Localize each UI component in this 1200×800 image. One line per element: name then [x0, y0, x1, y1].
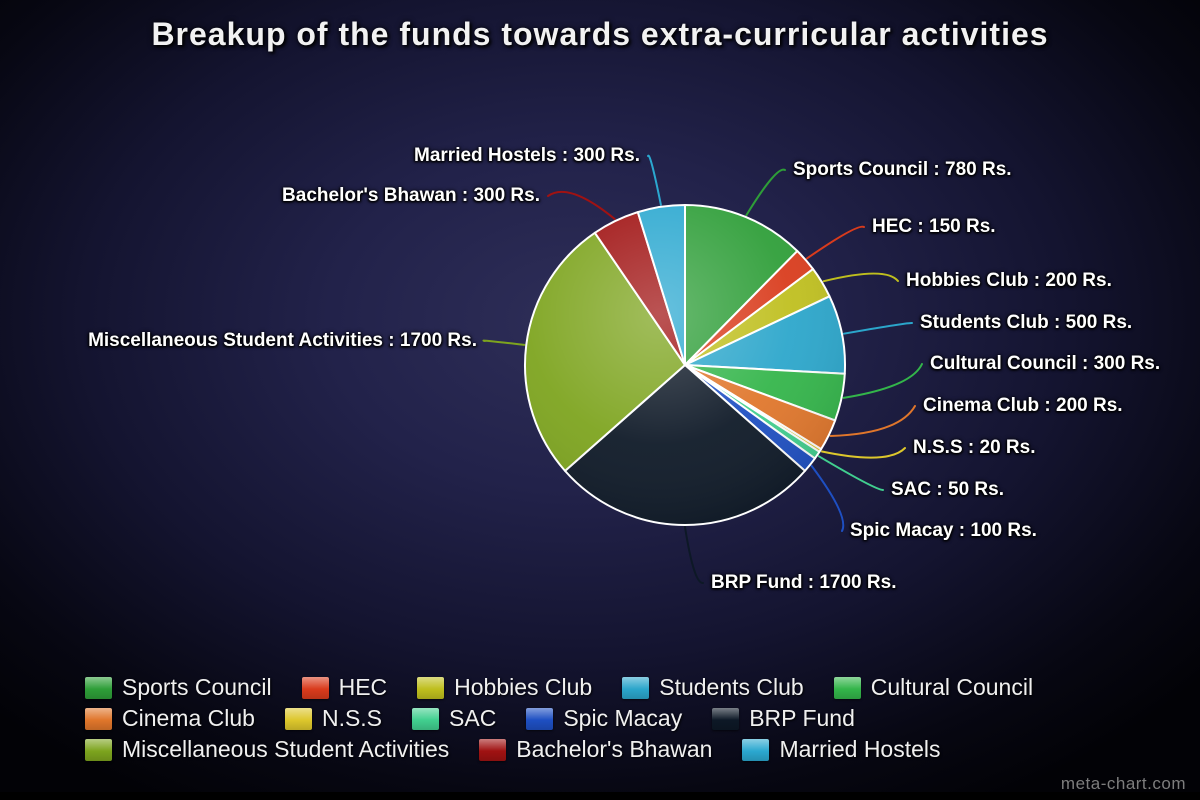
legend-swatch: [833, 676, 861, 699]
callout-leader-line: [842, 322, 913, 335]
legend-swatch: [417, 676, 445, 699]
legend-item-bachelor-s-bhawan: Bachelor's Bhawan: [479, 736, 712, 763]
callout-label-cinema-club: Cinema Club : 200 Rs.: [923, 395, 1123, 416]
callout-label-spic-macay: Spic Macay : 100 Rs.: [850, 520, 1037, 541]
legend-label: Miscellaneous Student Activities: [122, 736, 450, 762]
legend-swatch: [301, 676, 329, 699]
callout-label-n-s-s: N.S.S : 20 Rs.: [913, 437, 1036, 458]
callout-label-miscellaneous-student-activities: Miscellaneous Student Activities : 1700 …: [88, 330, 477, 351]
legend-label: Spic Macay: [563, 705, 683, 731]
legend-label: Hobbies Club: [454, 674, 593, 700]
callout-label-married-hostels: Married Hostels : 300 Rs.: [414, 145, 640, 166]
legend-swatch: [742, 738, 770, 761]
callout-label-sac: SAC : 50 Rs.: [891, 479, 1004, 500]
legend-swatch: [412, 707, 440, 730]
callout-label-students-club: Students Club : 500 Rs.: [920, 312, 1133, 333]
callout-leader-line: [806, 225, 865, 260]
callout-label-cultural-council: Cultural Council : 300 Rs.: [930, 353, 1161, 374]
legend-item-brp-fund: BRP Fund: [712, 705, 855, 732]
legend-swatch: [85, 738, 112, 761]
legend-item-students-club: Students Club: [622, 674, 804, 701]
legend-swatch: [712, 707, 740, 730]
legend-label: Married Hostels: [779, 736, 941, 762]
callout-label-hec: HEC : 150 Rs.: [872, 216, 996, 237]
callout-leader-line: [810, 465, 845, 532]
legend-swatch: [526, 707, 554, 730]
legend-label: SAC: [449, 705, 497, 731]
legend-label: Cinema Club: [122, 705, 255, 731]
legend-item-miscellaneous-student-activities: Miscellaneous Student Activities: [85, 736, 449, 763]
legend-item-cultural-council: Cultural Council: [833, 674, 1034, 701]
legend-row: Sports Council HEC Hobbies Club Students Cl…: [85, 674, 1033, 701]
legend-label: Students Club: [659, 674, 804, 700]
legend-swatch: [622, 676, 650, 699]
legend-row: Cinema Club N.S.S SAC Spic Macay BRP Fund: [85, 705, 1033, 732]
callout-leader-line: [821, 447, 906, 459]
callout-leader-line: [817, 455, 884, 491]
legend-item-n-s-s: N.S.S: [284, 705, 383, 732]
legend-label: Cultural Council: [870, 674, 1034, 700]
legend-swatch: [85, 676, 112, 699]
legend-item-hec: HEC: [301, 674, 388, 701]
legend-item-sports-council: Sports Council: [85, 674, 272, 701]
bottom-strip: [0, 792, 1200, 800]
callout-leader-line: [822, 272, 899, 283]
legend-swatch: [479, 738, 507, 761]
callout-leader-line: [482, 339, 526, 346]
legend-label: Sports Council: [122, 674, 272, 700]
legend-item-spic-macay: Spic Macay: [526, 705, 682, 732]
legend-label: HEC: [338, 674, 388, 700]
callout-leader-line: [745, 168, 786, 217]
legend-item-hobbies-club: Hobbies Club: [417, 674, 592, 701]
legend-item-sac: SAC: [412, 705, 496, 732]
chart-title: Breakup of the funds towards extra-curri…: [151, 16, 1049, 52]
callout-label-bachelor-s-bhawan: Bachelor's Bhawan : 300 Rs.: [282, 185, 540, 206]
legend-swatch: [85, 707, 112, 730]
callout-leader-line: [547, 190, 616, 220]
legend-row: Miscellaneous Student Activities Bachelor…: [85, 736, 1033, 763]
callout-leader-line: [647, 154, 662, 206]
watermark: meta-chart.com: [1060, 774, 1186, 793]
callout-leader-line: [829, 405, 916, 437]
callout-label-brp-fund: BRP Fund : 1700 Rs.: [711, 572, 897, 593]
callout-leader-line: [684, 526, 704, 584]
legend-label: N.S.S: [321, 705, 383, 731]
callout-label-sports-council: Sports Council : 780 Rs.: [793, 159, 1012, 180]
legend-label: Bachelor's Bhawan: [516, 736, 713, 762]
legend-item-married-hostels: Married Hostels: [742, 736, 941, 763]
legend-item-cinema-club: Cinema Club: [85, 705, 255, 732]
callout-label-hobbies-club: Hobbies Club : 200 Rs.: [906, 270, 1112, 291]
legend-swatch: [284, 707, 312, 730]
callout-leader-line: [842, 363, 923, 399]
legend: Sports Council HEC Hobbies Club Students Cl…: [85, 674, 1033, 763]
legend-label: BRP Fund: [749, 705, 855, 731]
